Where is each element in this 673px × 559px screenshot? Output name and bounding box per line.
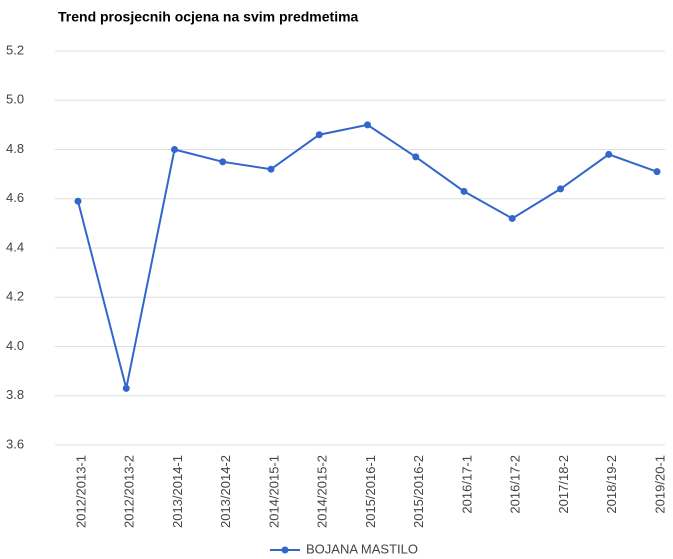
x-tick-label: 2016/17-1	[459, 455, 474, 514]
x-tick-label: 2012/2013-1	[73, 455, 88, 528]
x-tick-label: 2014/2015-1	[266, 455, 281, 528]
data-point	[653, 168, 661, 176]
x-tick-label: 2013/2014-2	[218, 455, 233, 528]
y-tick-label: 3.6	[6, 436, 24, 451]
x-tick-label: 2014/2015-2	[315, 455, 330, 528]
data-point	[364, 121, 371, 129]
data-point	[508, 214, 516, 222]
x-tick-label: 2013/2014-1	[170, 455, 185, 528]
data-point	[219, 158, 227, 166]
data-point	[412, 153, 420, 161]
data-point	[171, 146, 178, 153]
legend-marker	[281, 546, 289, 554]
data-point	[122, 384, 130, 392]
y-tick-label: 3.8	[6, 387, 24, 402]
data-point	[267, 165, 275, 173]
x-tick-label: 2019/20-1	[652, 455, 667, 514]
y-tick-label: 5.2	[6, 42, 24, 57]
x-tick-label: 2015/2016-2	[411, 455, 426, 528]
y-tick-label: 5.0	[6, 92, 24, 107]
y-tick-label: 4.2	[6, 289, 24, 304]
x-tick-label: 2012/2013-2	[122, 455, 137, 528]
data-point	[315, 131, 323, 139]
y-tick-label: 4.4	[6, 239, 24, 254]
y-tick-label: 4.6	[6, 190, 24, 205]
data-point	[605, 150, 613, 158]
x-tick-label: 2015/2016-1	[363, 455, 378, 528]
data-point	[557, 185, 564, 193]
x-tick-label: 2018/19-2	[604, 455, 619, 514]
x-tick-label: 2016/17-2	[508, 455, 523, 514]
data-point	[460, 187, 468, 195]
series-line	[77, 123, 658, 389]
legend-label: BOJANA MASTILO	[306, 541, 418, 556]
x-tick-label: 2017/18-2	[556, 455, 571, 514]
y-tick-label: 4.0	[6, 338, 24, 353]
data-point	[74, 197, 82, 205]
y-tick-label: 4.8	[6, 141, 24, 156]
chart-title: Trend prosjecnih ocjena na svim predmeti…	[58, 9, 359, 25]
